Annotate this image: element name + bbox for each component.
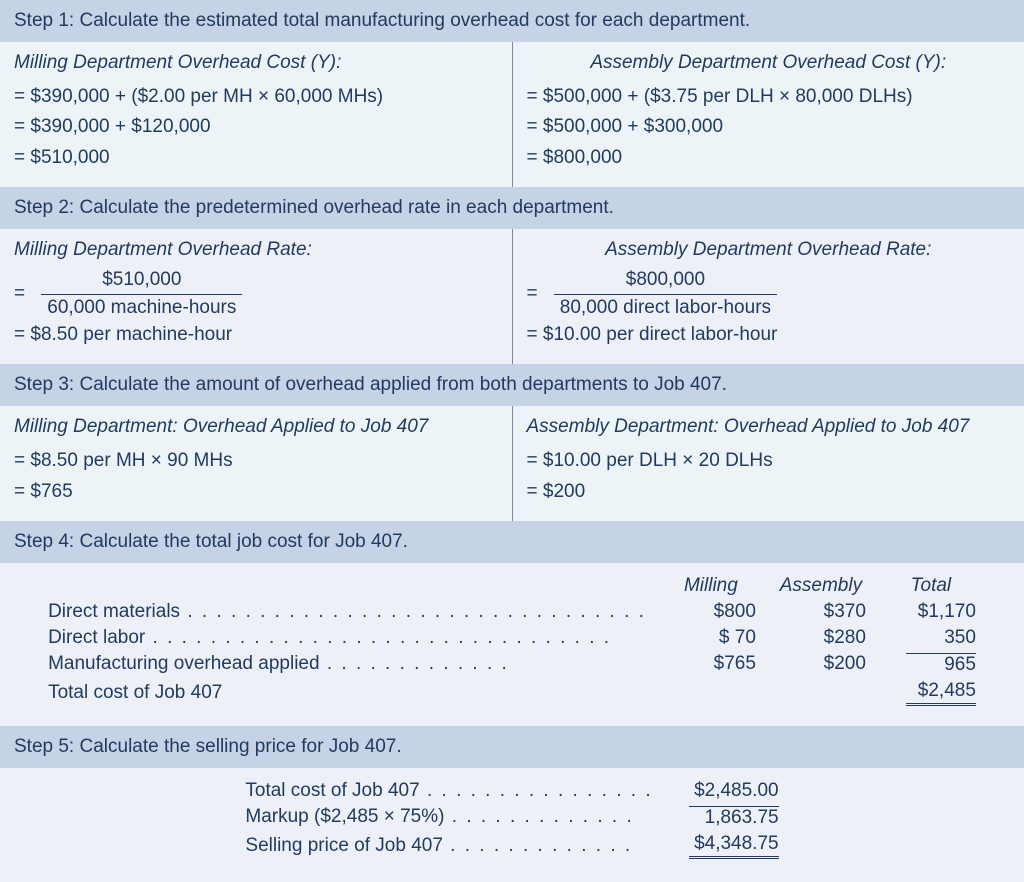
step3-body: Milling Department: Overhead Applied to … (0, 406, 1024, 521)
row-label: Total cost of Job 407 (48, 682, 222, 703)
col-milling: Milling (656, 573, 766, 599)
step3-milling-line1: = $8.50 per MH × 90 MHs (14, 446, 498, 476)
cell: $280 (766, 625, 876, 651)
table-row: Markup ($2,485 × 75%) 1,863.75 (237, 804, 786, 831)
step2-header: Step 2: Calculate the predetermined over… (0, 187, 1024, 229)
table-header-row: Milling Assembly Total (38, 573, 986, 599)
table-row: Total cost of Job 407 $2,485.00 (237, 778, 786, 804)
table-row: Manufacturing overhead applied $765 $200… (38, 651, 986, 678)
step1-milling: Milling Department Overhead Cost (Y): = … (0, 42, 513, 187)
cell-total: $2,485 (876, 678, 986, 708)
col-total: Total (876, 573, 986, 599)
job-cost-table: Milling Assembly Total Direct materials … (38, 573, 986, 708)
step3-assembly-heading: Assembly Department: Overhead Applied to… (527, 416, 1011, 438)
step2-assembly-denominator: 80,000 direct labor-hours (554, 294, 777, 320)
selling-price-table: Total cost of Job 407 $2,485.00 Markup (… (237, 778, 786, 861)
table-row: Direct labor $ 70 $280 350 (38, 625, 986, 651)
step2-milling-denominator: 60,000 machine-hours (41, 294, 242, 320)
step5-header: Step 5: Calculate the selling price for … (0, 726, 1024, 768)
step3-header: Step 3: Calculate the amount of overhead… (0, 364, 1024, 406)
cell-total: $4,348.75 (661, 831, 787, 861)
step3-assembly-line1: = $10.00 per DLH × 20 DLHs (527, 446, 1011, 476)
table-row: Direct materials $800 $370 $1,170 (38, 599, 986, 625)
cell: 965 (876, 651, 986, 678)
step1-header: Step 1: Calculate the estimated total ma… (0, 0, 1024, 42)
step2-assembly: Assembly Department Overhead Rate: = $80… (513, 229, 1024, 364)
step2-milling-frac: = $510,000 60,000 machine-hours (14, 269, 498, 320)
step2-milling-heading: Milling Department Overhead Rate: (14, 239, 498, 261)
cell: $800 (656, 599, 766, 625)
step1-milling-heading: Milling Department Overhead Cost (Y): (14, 52, 498, 74)
cell: $ 70 (656, 625, 766, 651)
step1-body: Milling Department Overhead Cost (Y): = … (0, 42, 1024, 187)
step5-body: Total cost of Job 407 $2,485.00 Markup (… (0, 768, 1024, 881)
table-row: Selling price of Job 407 $4,348.75 (237, 831, 786, 861)
step1-assembly-heading: Assembly Department Overhead Cost (Y): (527, 52, 1011, 74)
row-label: Selling price of Job 407 (245, 835, 443, 856)
row-label: Total cost of Job 407 (245, 780, 419, 801)
step2-assembly-frac: = $800,000 80,000 direct labor-hours (527, 269, 1011, 320)
step3-milling: Milling Department: Overhead Applied to … (0, 406, 513, 521)
cell: $1,170 (876, 599, 986, 625)
step1-milling-line1: = $390,000 + ($2.00 per MH × 60,000 MHs) (14, 82, 498, 112)
cell: $370 (766, 599, 876, 625)
step2-assembly-heading: Assembly Department Overhead Rate: (527, 239, 1011, 261)
step1-assembly-line2: = $500,000 + $300,000 (527, 112, 1011, 142)
row-label: Direct labor (48, 627, 145, 648)
step1-assembly: Assembly Department Overhead Cost (Y): =… (513, 42, 1024, 187)
cell: $765 (656, 651, 766, 678)
step2-milling-result: = $8.50 per machine-hour (14, 320, 498, 350)
row-label: Direct materials (48, 601, 180, 622)
step1-milling-line2: = $390,000 + $120,000 (14, 112, 498, 142)
step2-assembly-result: = $10.00 per direct labor-hour (527, 320, 1011, 350)
step2-milling: Milling Department Overhead Rate: = $510… (0, 229, 513, 364)
step3-assembly: Assembly Department: Overhead Applied to… (513, 406, 1024, 521)
cell: $2,485.00 (661, 778, 787, 804)
table-total-row: Total cost of Job 407 $2,485 (38, 678, 986, 708)
step2-body: Milling Department Overhead Rate: = $510… (0, 229, 1024, 364)
step1-milling-line3: = $510,000 (14, 143, 498, 173)
step1-assembly-line1: = $500,000 + ($3.75 per DLH × 80,000 DLH… (527, 82, 1011, 112)
step2-assembly-numerator: $800,000 (554, 269, 777, 294)
row-label: Markup ($2,485 × 75%) (245, 806, 444, 827)
cell: 1,863.75 (661, 804, 787, 831)
step3-assembly-line2: = $200 (527, 477, 1011, 507)
step3-milling-line2: = $765 (14, 477, 498, 507)
step4-header: Step 4: Calculate the total job cost for… (0, 521, 1024, 563)
cell: 350 (876, 625, 986, 651)
cell: $200 (766, 651, 876, 678)
col-assembly: Assembly (766, 573, 876, 599)
step1-assembly-line3: = $800,000 (527, 143, 1011, 173)
step3-milling-heading: Milling Department: Overhead Applied to … (14, 416, 498, 438)
step4-body: Milling Assembly Total Direct materials … (0, 563, 1024, 726)
step2-milling-numerator: $510,000 (41, 269, 242, 294)
row-label: Manufacturing overhead applied (48, 653, 319, 674)
